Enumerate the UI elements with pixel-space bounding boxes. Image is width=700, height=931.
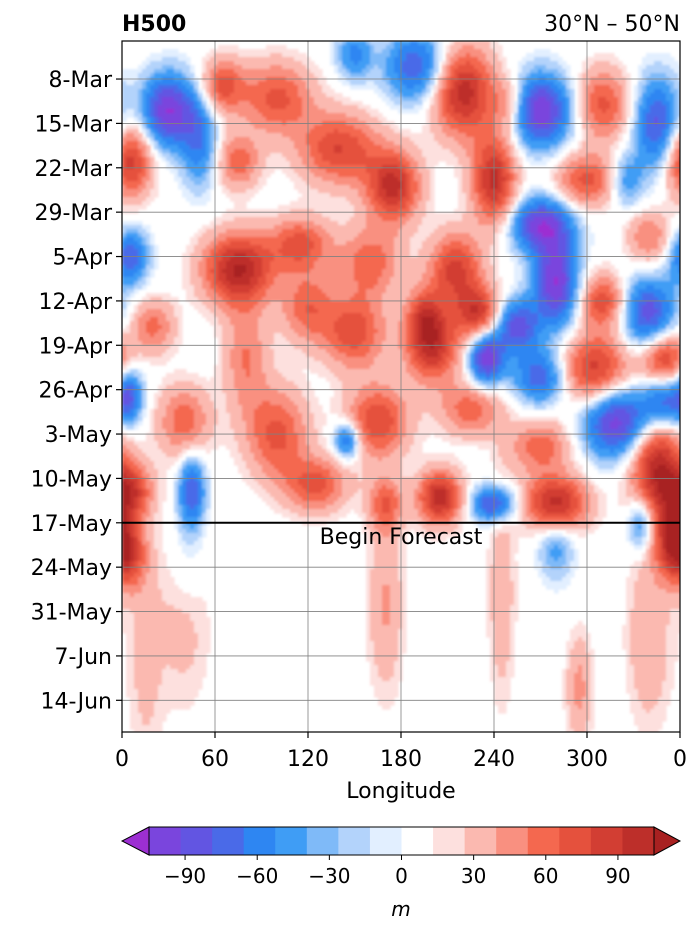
colorbar-tick-label: −30 bbox=[308, 864, 350, 888]
colorbar-swatch bbox=[149, 827, 182, 855]
chart-subtitle: 30°N – 50°N bbox=[544, 12, 680, 37]
x-tick-label: 120 bbox=[287, 747, 329, 772]
x-axis: 0 60 120 180 240 300 0 bbox=[115, 732, 687, 772]
colorbar-swatch bbox=[401, 827, 434, 855]
y-tick-label: 8-Mar bbox=[49, 68, 113, 93]
x-tick-label: 180 bbox=[380, 747, 422, 772]
y-tick-label: 7-Jun bbox=[54, 645, 112, 670]
colorbar-tick-label: −90 bbox=[164, 864, 206, 888]
colorbar-swatch bbox=[243, 827, 276, 855]
colorbar-tick-label: −60 bbox=[236, 864, 278, 888]
y-tick-label: 17-May bbox=[31, 512, 112, 537]
x-tick-label: 0 bbox=[115, 747, 129, 772]
colorbar-swatch bbox=[559, 827, 592, 855]
colorbar-swatch bbox=[369, 827, 402, 855]
y-tick-label: 3-May bbox=[45, 423, 112, 448]
y-tick-label: 10-May bbox=[31, 467, 112, 492]
y-tick-label: 24-May bbox=[31, 556, 112, 581]
colorbar-tick-label: 0 bbox=[395, 864, 408, 888]
y-axis: 8-Mar 15-Mar 22-Mar 29-Mar 5-Apr 12-Apr 19-Apr… bbox=[31, 68, 122, 714]
y-tick-label: 19-Apr bbox=[38, 334, 112, 359]
colorbar-swatch bbox=[275, 827, 308, 855]
y-tick-label: 26-Apr bbox=[38, 379, 112, 404]
colorbar: −90 −60 −30 0 30 60 90 bbox=[120, 826, 682, 888]
colorbar-swatch bbox=[433, 827, 466, 855]
colorbar-tick-label: 90 bbox=[605, 864, 630, 888]
x-tick-label: 300 bbox=[566, 747, 608, 772]
x-tick-label: 240 bbox=[473, 747, 515, 772]
colorbar-swatch bbox=[527, 827, 560, 855]
y-tick-label: 5-Apr bbox=[52, 246, 112, 271]
colorbar-swatch bbox=[496, 827, 529, 855]
y-tick-label: 14-Jun bbox=[40, 689, 112, 714]
colorbar-swatch bbox=[464, 827, 497, 855]
y-tick-label: 22-Mar bbox=[35, 157, 113, 182]
y-tick-label: 15-Mar bbox=[35, 112, 113, 137]
colorbar-extend-min bbox=[120, 826, 150, 856]
y-tick-label: 31-May bbox=[31, 601, 112, 626]
colorbar-extend-max bbox=[653, 826, 682, 856]
y-tick-label: 29-Mar bbox=[35, 201, 113, 226]
x-axis-label: Longitude bbox=[346, 779, 455, 804]
colorbar-swatch bbox=[622, 827, 655, 855]
colorbar-swatch bbox=[338, 827, 371, 855]
colorbar-tick-label: 30 bbox=[461, 864, 486, 888]
colorbar-swatch bbox=[306, 827, 339, 855]
y-tick-label: 12-Apr bbox=[38, 290, 112, 315]
colorbar-swatch bbox=[180, 827, 213, 855]
x-tick-label: 0 bbox=[673, 747, 687, 772]
x-tick-label: 60 bbox=[201, 747, 229, 772]
colorbar-swatch bbox=[212, 827, 245, 855]
colorbar-swatch bbox=[590, 827, 623, 855]
colorbar-label: m bbox=[391, 897, 410, 921]
colorbar-tick-label: 60 bbox=[533, 864, 558, 888]
begin-forecast-annotation: Begin Forecast bbox=[320, 525, 483, 550]
chart-title: H500 bbox=[122, 12, 186, 37]
